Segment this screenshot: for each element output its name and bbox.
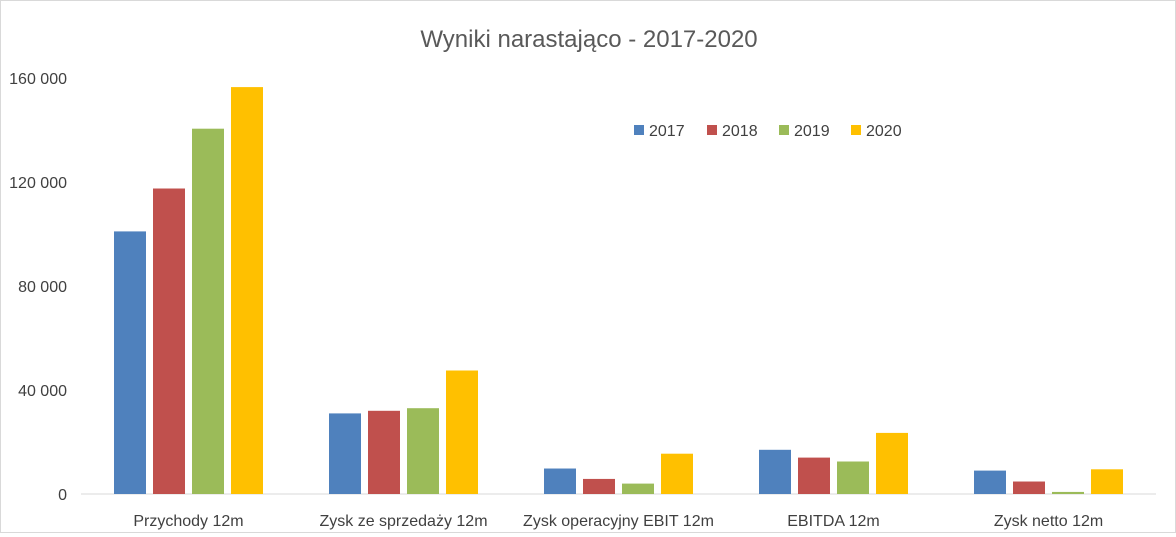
chart-title: Wyniki narastająco - 2017-2020 (420, 26, 757, 53)
y-tick-label: 80 000 (18, 279, 67, 296)
bar-2019-5 (1052, 491, 1084, 494)
bar-2019-2 (407, 408, 439, 494)
legend-swatch (851, 125, 861, 135)
bar-2019-4 (837, 461, 869, 494)
legend-swatch (707, 125, 717, 135)
legend-item-2017: 2017 (634, 123, 685, 140)
y-tick-label: 40 000 (18, 383, 67, 400)
bar-2018-4 (798, 457, 830, 494)
bar-2017-4 (759, 449, 791, 494)
bar-2017-2 (329, 413, 361, 494)
bar-2020-5 (1091, 469, 1123, 494)
bar-2020-2 (446, 370, 478, 494)
bar-2017-1 (114, 231, 146, 494)
legend-item-2020: 2020 (851, 123, 902, 140)
x-category-label: Zysk netto 12m (994, 513, 1103, 530)
y-tick-label: 160 000 (9, 71, 67, 88)
bar-2018-3 (583, 478, 615, 494)
x-category-label: Przychody 12m (133, 513, 243, 530)
bar-2018-5 (1013, 481, 1045, 494)
x-category-label: Zysk ze sprzedaży 12m (319, 513, 487, 530)
x-category-label: EBITDA 12m (787, 513, 879, 530)
bar-2017-3 (544, 468, 576, 494)
x-category-label: Zysk operacyjny EBIT 12m (523, 513, 714, 530)
bar-2020-1 (231, 87, 263, 494)
axes: 0 40 000 80 000 120 000 160 000 Przychody 12m… (9, 71, 1156, 530)
legend-label: 2018 (722, 123, 758, 140)
bar-2020-3 (661, 453, 693, 494)
y-tick-label: 120 000 (9, 175, 67, 192)
legend-item-2019: 2019 (779, 123, 830, 140)
legend-swatch (779, 125, 789, 135)
bar-2019-3 (622, 483, 654, 494)
legend-swatch (634, 125, 644, 135)
bars (114, 87, 1123, 494)
legend-item-2018: 2018 (707, 123, 758, 140)
y-tick-label: 0 (58, 487, 67, 504)
bar-2020-4 (876, 432, 908, 494)
legend: 2017 2018 2019 2020 (634, 123, 902, 140)
bar-2018-1 (153, 188, 185, 494)
bar-2017-5 (974, 470, 1006, 494)
bar-2019-1 (192, 128, 224, 494)
legend-label: 2020 (866, 123, 902, 140)
bar-2018-2 (368, 410, 400, 494)
legend-label: 2019 (794, 123, 830, 140)
legend-label: 2017 (649, 123, 685, 140)
